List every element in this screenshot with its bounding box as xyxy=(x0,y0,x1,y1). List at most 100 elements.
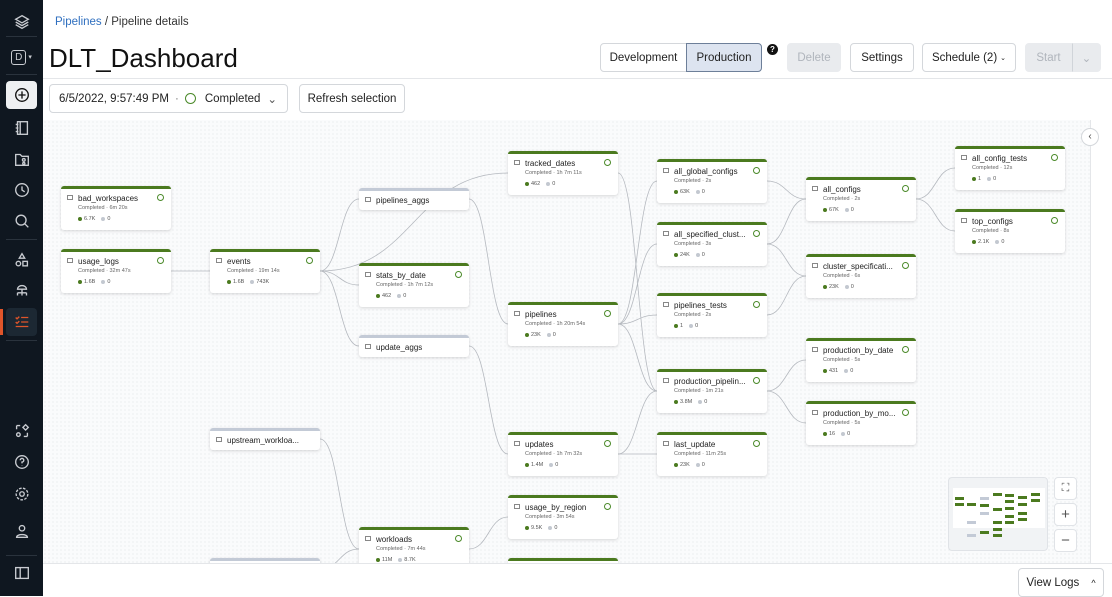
node-hidden_table[interactable] xyxy=(508,558,618,563)
node-workloads[interactable]: workloads Completed · 7m 44s 11M 8.7K xyxy=(359,527,469,563)
dropped-dot-icon xyxy=(250,279,255,284)
sidebar-toggle-icon[interactable] xyxy=(6,559,37,587)
dropped-dot-icon xyxy=(695,189,700,194)
expand-panel-chevron-icon[interactable]: ‹ xyxy=(1081,128,1099,146)
written-dot-icon xyxy=(674,189,678,194)
breadcrumb-current: Pipeline details xyxy=(111,16,189,28)
page-title: DLT_Dashboard xyxy=(49,43,238,73)
node-production_pipelines[interactable]: production_pipelin... Completed · 1m 21s… xyxy=(657,369,767,413)
table-icon xyxy=(514,160,520,165)
node-name: pipelines_tests xyxy=(674,301,727,310)
recents-clock-icon[interactable] xyxy=(6,176,37,204)
development-mode-button[interactable]: Development xyxy=(600,43,687,72)
dropped-records: 0 xyxy=(701,462,705,468)
search-icon[interactable] xyxy=(6,207,37,235)
table-icon xyxy=(663,168,669,173)
node-pipelines[interactable]: pipelines Completed · 1h 20m 54s 23K 0 xyxy=(508,302,618,346)
view-logs-button[interactable]: View Logs ^ xyxy=(1018,568,1104,597)
table-icon xyxy=(663,231,669,236)
dropped-records: 0 xyxy=(1001,239,1005,245)
zoom-out-button[interactable]: − xyxy=(1054,529,1077,552)
settings-button[interactable]: Settings xyxy=(850,43,914,72)
node-metrics: 23K 0 xyxy=(525,332,556,338)
edge-pipelines_tests-to-cluster_specifications xyxy=(766,275,807,316)
chevron-down-icon: ⌄ xyxy=(1000,54,1007,62)
help-icon[interactable] xyxy=(6,448,37,476)
edge-update_aggs-to-updates xyxy=(468,345,509,455)
create-icon[interactable] xyxy=(6,81,37,109)
production-mode-button[interactable]: Production xyxy=(686,43,762,72)
node-bad_workspaces[interactable]: bad_workspaces Completed · 6m 20s 6.7K 0 xyxy=(61,186,171,230)
breadcrumb-pipelines-link[interactable]: Pipelines xyxy=(55,16,102,28)
cluster-compute-icon[interactable] xyxy=(6,277,37,305)
zoom-in-button[interactable]: + xyxy=(1054,503,1077,526)
dropped-records: 0 xyxy=(107,216,111,222)
node-upstream_workloads[interactable]: upstream_workloa... xyxy=(210,428,320,450)
minimap-node xyxy=(992,508,1002,512)
node-production_by_month[interactable]: production_by_mo... Completed · 5s 16 0 xyxy=(806,401,916,445)
schedule-button[interactable]: Schedule (2) ⌄ xyxy=(922,43,1016,72)
written-dot-icon xyxy=(376,293,380,298)
node-usage_logs[interactable]: usage_logs Completed · 32m 47s 1.6B 0 xyxy=(61,249,171,293)
edge-events-to-stats_by_date xyxy=(319,270,360,286)
start-button[interactable]: Start xyxy=(1025,43,1072,72)
workspace-switcher[interactable]: D ▾ xyxy=(6,43,37,71)
partner-connect-icon[interactable] xyxy=(6,417,37,445)
node-update_aggs[interactable]: update_aggs xyxy=(359,335,469,357)
table-icon xyxy=(812,186,818,191)
node-top_configs[interactable]: top_configs Completed · 8s 2.1K 0 xyxy=(955,209,1065,253)
minimap-node xyxy=(967,520,977,524)
repos-icon[interactable] xyxy=(6,145,37,173)
dropped-dot-icon xyxy=(101,279,106,284)
completed-check-icon xyxy=(604,310,611,317)
minimap-node xyxy=(1005,514,1015,518)
node-name: top_configs xyxy=(972,217,1013,226)
node-pipelines_aggs[interactable]: pipelines_aggs xyxy=(359,188,469,210)
help-question-icon[interactable]: ? xyxy=(767,44,778,55)
written-records: 23K xyxy=(531,332,541,338)
node-last_update[interactable]: last_update Completed · 11m 25s 23K 0 xyxy=(657,432,767,476)
node-usage_by_region[interactable]: usage_by_region Completed · 3m 54s 9.5K 0 xyxy=(508,495,618,539)
pipeline-graph-canvas[interactable]: bad_workspaces Completed · 6m 20s 6.7K 0 … xyxy=(43,120,1090,563)
chevron-up-icon: ^ xyxy=(1091,577,1096,588)
graph-minimap[interactable] xyxy=(948,477,1048,551)
node-updates[interactable]: updates Completed · 1h 7m 32s 1.4M 0 xyxy=(508,432,618,476)
notebook-icon[interactable] xyxy=(6,114,37,142)
data-shapes-icon[interactable] xyxy=(6,246,37,274)
node-cluster_specifications[interactable]: cluster_specificati... Completed · 6s 23… xyxy=(806,254,916,298)
node-production_by_date[interactable]: production_by_date Completed · 5s 431 0 xyxy=(806,338,916,382)
node-name: all_specified_clust... xyxy=(674,230,746,239)
node-hidden_view[interactable] xyxy=(210,558,320,563)
databricks-logo-icon[interactable] xyxy=(6,8,37,36)
node-all_specified_clusters[interactable]: all_specified_clust... Completed · 3s 24… xyxy=(657,222,767,266)
completed-check-icon xyxy=(753,440,760,447)
start-options-dropdown[interactable]: ⌄ xyxy=(1072,43,1101,72)
written-records: 3.8M xyxy=(680,399,693,405)
minimap-viewport[interactable] xyxy=(953,488,1045,537)
delete-button[interactable]: Delete xyxy=(787,43,841,72)
completed-check-icon xyxy=(902,262,909,269)
refresh-selection-button[interactable]: Refresh selection xyxy=(299,84,405,113)
node-name: pipelines xyxy=(525,310,557,319)
table-icon xyxy=(365,536,371,541)
user-icon[interactable] xyxy=(6,517,37,545)
fullscreen-icon: ⛶ xyxy=(1061,482,1070,494)
fit-view-button[interactable]: ⛶ xyxy=(1054,477,1077,500)
node-events[interactable]: events Completed · 19m 14s 1.6B 743K xyxy=(210,249,320,293)
node-all_configs[interactable]: all_configs Completed · 2s 67K 0 xyxy=(806,177,916,221)
node-tracked_dates[interactable]: tracked_dates Completed · 1h 7m 11s 462 0 xyxy=(508,151,618,195)
completed-check-icon xyxy=(604,440,611,447)
completed-check-icon xyxy=(604,503,611,510)
run-selector-dropdown[interactable]: 6/5/2022, 9:57:49 PM · Completed ⌄ xyxy=(49,84,288,113)
settings-gear-icon[interactable] xyxy=(6,480,37,508)
node-stats_by_date[interactable]: stats_by_date Completed · 1h 7m 12s 462 0 xyxy=(359,263,469,307)
edge-events-to-tracked_dates xyxy=(319,172,509,272)
minimap-node xyxy=(979,496,989,500)
node-status: Completed · 19m 14s xyxy=(227,268,280,274)
edge-hidden_view-to-workloads xyxy=(334,548,360,563)
workflows-tasklist-icon[interactable] xyxy=(6,308,37,336)
node-name: workloads xyxy=(376,535,413,544)
node-all_global_configs[interactable]: all_global_configs Completed · 2s 63K 0 xyxy=(657,159,767,203)
